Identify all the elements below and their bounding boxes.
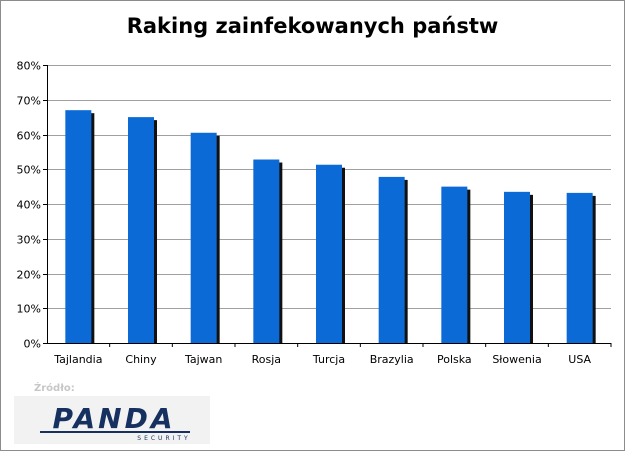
y-tick-label: 40% bbox=[17, 199, 41, 212]
tick-labels: 0% 10% 20% 30% 40% 50% 60% 70% 80% Tajlandia Chiny… bbox=[17, 60, 592, 367]
y-tick-label: 50% bbox=[17, 164, 41, 177]
y-tick-label: 10% bbox=[17, 303, 41, 316]
source-label: Źródło: bbox=[34, 383, 75, 394]
logo-subtext: SECURITY bbox=[137, 435, 190, 442]
x-tick-label: Słowenia bbox=[492, 353, 541, 366]
bar bbox=[566, 192, 593, 343]
x-tick-label: USA bbox=[568, 353, 591, 366]
y-tick-label: 20% bbox=[17, 269, 41, 282]
y-tick-label: 70% bbox=[17, 95, 41, 108]
bar bbox=[190, 132, 217, 343]
axes bbox=[43, 65, 612, 347]
logo-underline bbox=[40, 431, 190, 433]
bar bbox=[253, 159, 280, 343]
y-tick-label: 60% bbox=[17, 130, 41, 143]
x-tick-label: Rosja bbox=[252, 353, 281, 366]
bar bbox=[65, 110, 92, 343]
y-tick-label: 80% bbox=[17, 60, 41, 73]
logo-background bbox=[14, 396, 210, 444]
x-tick-label: Chiny bbox=[125, 353, 157, 366]
y-tick-label: 30% bbox=[17, 234, 41, 247]
y-tick-label: 0% bbox=[24, 338, 41, 351]
x-tick-label: Turcja bbox=[312, 353, 345, 366]
x-tick-label: Tajwan bbox=[184, 353, 222, 366]
logo-text: PANDA bbox=[53, 402, 176, 435]
x-tick-label: Polska bbox=[437, 353, 472, 366]
bar bbox=[504, 191, 530, 343]
x-tick-label: Brazylia bbox=[370, 353, 414, 366]
chart-title: Raking zainfekowanych państw bbox=[126, 14, 499, 38]
bar bbox=[441, 186, 468, 343]
x-tick-label: Tajlandia bbox=[53, 353, 102, 366]
bar bbox=[316, 164, 342, 343]
panda-security-logo: PANDA SECURITY bbox=[40, 402, 190, 442]
bar bbox=[378, 176, 405, 343]
bars bbox=[65, 110, 596, 343]
bar bbox=[128, 117, 154, 343]
